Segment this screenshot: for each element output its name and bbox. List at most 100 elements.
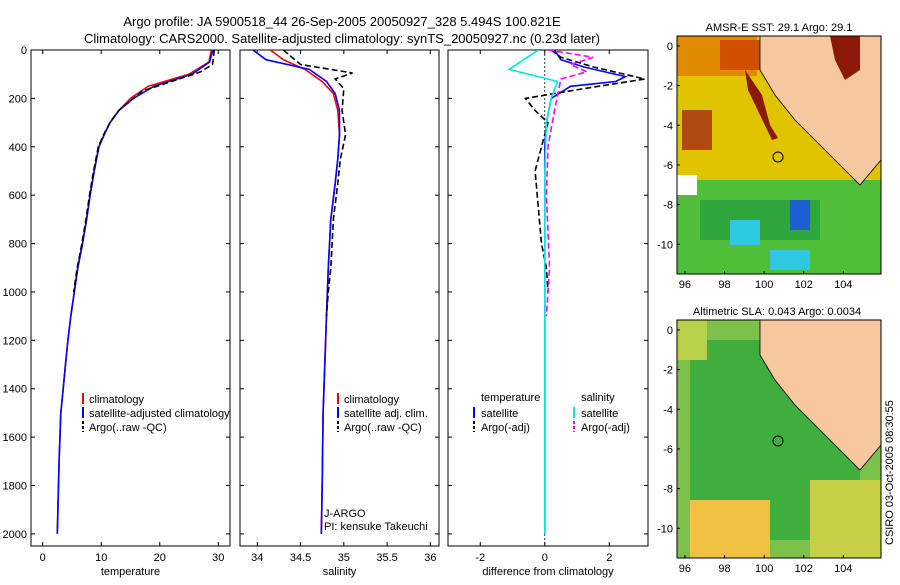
difference-legend: temperature salinity satellite Argo(-adj) sa… xyxy=(473,392,630,434)
y-tick-label: 1200 xyxy=(3,335,27,347)
map-y-tick-label: 0 xyxy=(667,41,673,53)
temperature-series-group xyxy=(56,50,215,534)
x-tick-label: 20 xyxy=(154,552,166,564)
legend-label: satellite xyxy=(481,408,518,420)
x-axis-label: temperature xyxy=(101,566,160,578)
sst-cold-patch xyxy=(770,250,810,270)
map-x-tick-label: 102 xyxy=(795,563,813,575)
map-x-tick-label: 104 xyxy=(834,279,852,291)
x-tick-label: 36 xyxy=(424,552,436,564)
sst-map: AMSR-E SST: 29.1 Argo: 29.1 96 98 100 102 10… xyxy=(657,22,882,291)
y-tick-label: 2000 xyxy=(3,529,27,541)
series-line xyxy=(282,50,353,317)
sst-map-frame xyxy=(676,35,882,275)
y-tick-label: 400 xyxy=(9,142,27,154)
map-y-tick-label: -8 xyxy=(663,484,673,496)
series-line xyxy=(269,50,341,534)
y-tick-label: 600 xyxy=(9,190,27,202)
series-line xyxy=(507,50,559,534)
y-tick-label: 800 xyxy=(9,239,27,251)
series-line xyxy=(543,50,628,534)
map-x-tick-label: 98 xyxy=(718,563,730,575)
legend-label: satellite adj. clim. xyxy=(344,408,428,420)
legend-label: Argo(..raw -QC) xyxy=(89,422,167,434)
map-y-tick-label: -4 xyxy=(663,404,673,416)
salinity-panel: 34 34.5 35 35.5 36 salinity climatology satelli… xyxy=(239,49,440,578)
sst-cold-patch xyxy=(790,200,810,230)
salinity-series-group xyxy=(252,50,353,534)
x-tick-label: 34 xyxy=(251,552,263,564)
y-tick-label: 1000 xyxy=(3,287,27,299)
map-y-tick-label: -8 xyxy=(663,200,673,212)
series-line xyxy=(56,50,213,534)
map-x-tick-label: 96 xyxy=(679,279,691,291)
series-line xyxy=(72,50,215,293)
x-tick-label: 35 xyxy=(338,552,350,564)
legend-label: satellite-adjusted climatology xyxy=(89,408,230,420)
map-y-tick-label: 0 xyxy=(667,325,673,337)
y-tick-label: 1600 xyxy=(3,432,27,444)
sst-cold-patch xyxy=(730,220,760,245)
argo-location-marker xyxy=(772,435,784,447)
legend-label: climatology xyxy=(344,394,400,406)
sst-warm-patch xyxy=(682,110,712,150)
argo-location-marker xyxy=(772,151,784,163)
sla-high-patch xyxy=(690,500,770,558)
y-tick-label: 1400 xyxy=(3,384,27,396)
annotation-label: PI: kensuke Takeuchi xyxy=(324,521,428,533)
x-tick-label: 2 xyxy=(606,552,612,564)
sst-map-title: AMSR-E SST: 29.1 Argo: 29.1 xyxy=(706,22,853,34)
x-tick-label: 30 xyxy=(212,552,224,564)
x-tick-label: 34.5 xyxy=(290,552,311,564)
timestamp-label: CSIRO 03-Oct-2005 08:30:55 xyxy=(884,400,896,545)
x-axis-label: difference from climatology xyxy=(482,566,614,578)
series-line xyxy=(252,50,341,534)
y-tick-label: 200 xyxy=(9,93,27,105)
missing-data-patch xyxy=(677,175,697,195)
difference-series-group xyxy=(507,50,645,534)
x-tick-label: 10 xyxy=(95,552,107,564)
salinity-legend: climatology satellite adj. clim. Argo(..ra… xyxy=(337,393,428,434)
y-tick-label: 1800 xyxy=(3,481,27,493)
x-tick-label: 35.5 xyxy=(376,552,397,564)
sla-high-patch xyxy=(810,480,881,558)
map-y-tick-label: -4 xyxy=(663,120,673,132)
legend-label: satellite xyxy=(581,408,618,420)
y-tick-label: 0 xyxy=(21,45,27,57)
x-tick-label: -2 xyxy=(475,552,485,564)
map-y-tick-label: -2 xyxy=(663,365,673,377)
temperature-panel: 0 10 20 30 0 200 400 600 800 1000 1200 1400 1600 1800… xyxy=(3,45,231,578)
map-y-tick-label: -10 xyxy=(657,239,673,251)
warm-coastal-patch xyxy=(830,36,860,80)
legend-header: temperature xyxy=(481,392,540,404)
legend-label: Argo(-adj) xyxy=(581,422,630,434)
sla-high-patch xyxy=(677,320,707,360)
x-tick-label: 0 xyxy=(542,552,548,564)
map-y-tick-label: -10 xyxy=(657,523,673,535)
x-tick-label: 0 xyxy=(40,552,46,564)
series-line xyxy=(545,50,594,317)
map-x-tick-label: 98 xyxy=(718,279,730,291)
temperature-frame xyxy=(30,49,231,547)
legend-header: salinity xyxy=(581,392,615,404)
series-line xyxy=(56,50,214,534)
sla-map-title: Altimetric SLA: 0.043 Argo: 0.0034 xyxy=(693,306,861,318)
legend-label: Argo(-adj) xyxy=(481,422,530,434)
annotation-label: J-ARGO xyxy=(324,508,366,520)
temperature-legend: climatology satellite-adjusted climatolog… xyxy=(82,393,230,434)
map-y-tick-label: -6 xyxy=(663,160,673,172)
map-x-tick-label: 100 xyxy=(755,563,773,575)
salinity-frame xyxy=(239,49,440,547)
map-x-tick-label: 102 xyxy=(795,279,813,291)
figure-title-line2: Climatology: CARS2000. Satellite-adjuste… xyxy=(84,31,600,46)
sla-map-frame xyxy=(676,319,882,559)
sla-map: Altimetric SLA: 0.043 Argo: 0.0034 96 98 1… xyxy=(657,306,882,575)
figure-title-line1: Argo profile: JA 5900518_44 26-Sep-2005 … xyxy=(123,14,561,29)
map-y-tick-label: -6 xyxy=(663,444,673,456)
map-x-tick-label: 104 xyxy=(834,563,852,575)
difference-panel: -2 0 2 difference from climatology temperatu… xyxy=(447,49,649,578)
legend-label: Argo(..raw -QC) xyxy=(344,422,422,434)
island-chain xyxy=(745,70,778,140)
